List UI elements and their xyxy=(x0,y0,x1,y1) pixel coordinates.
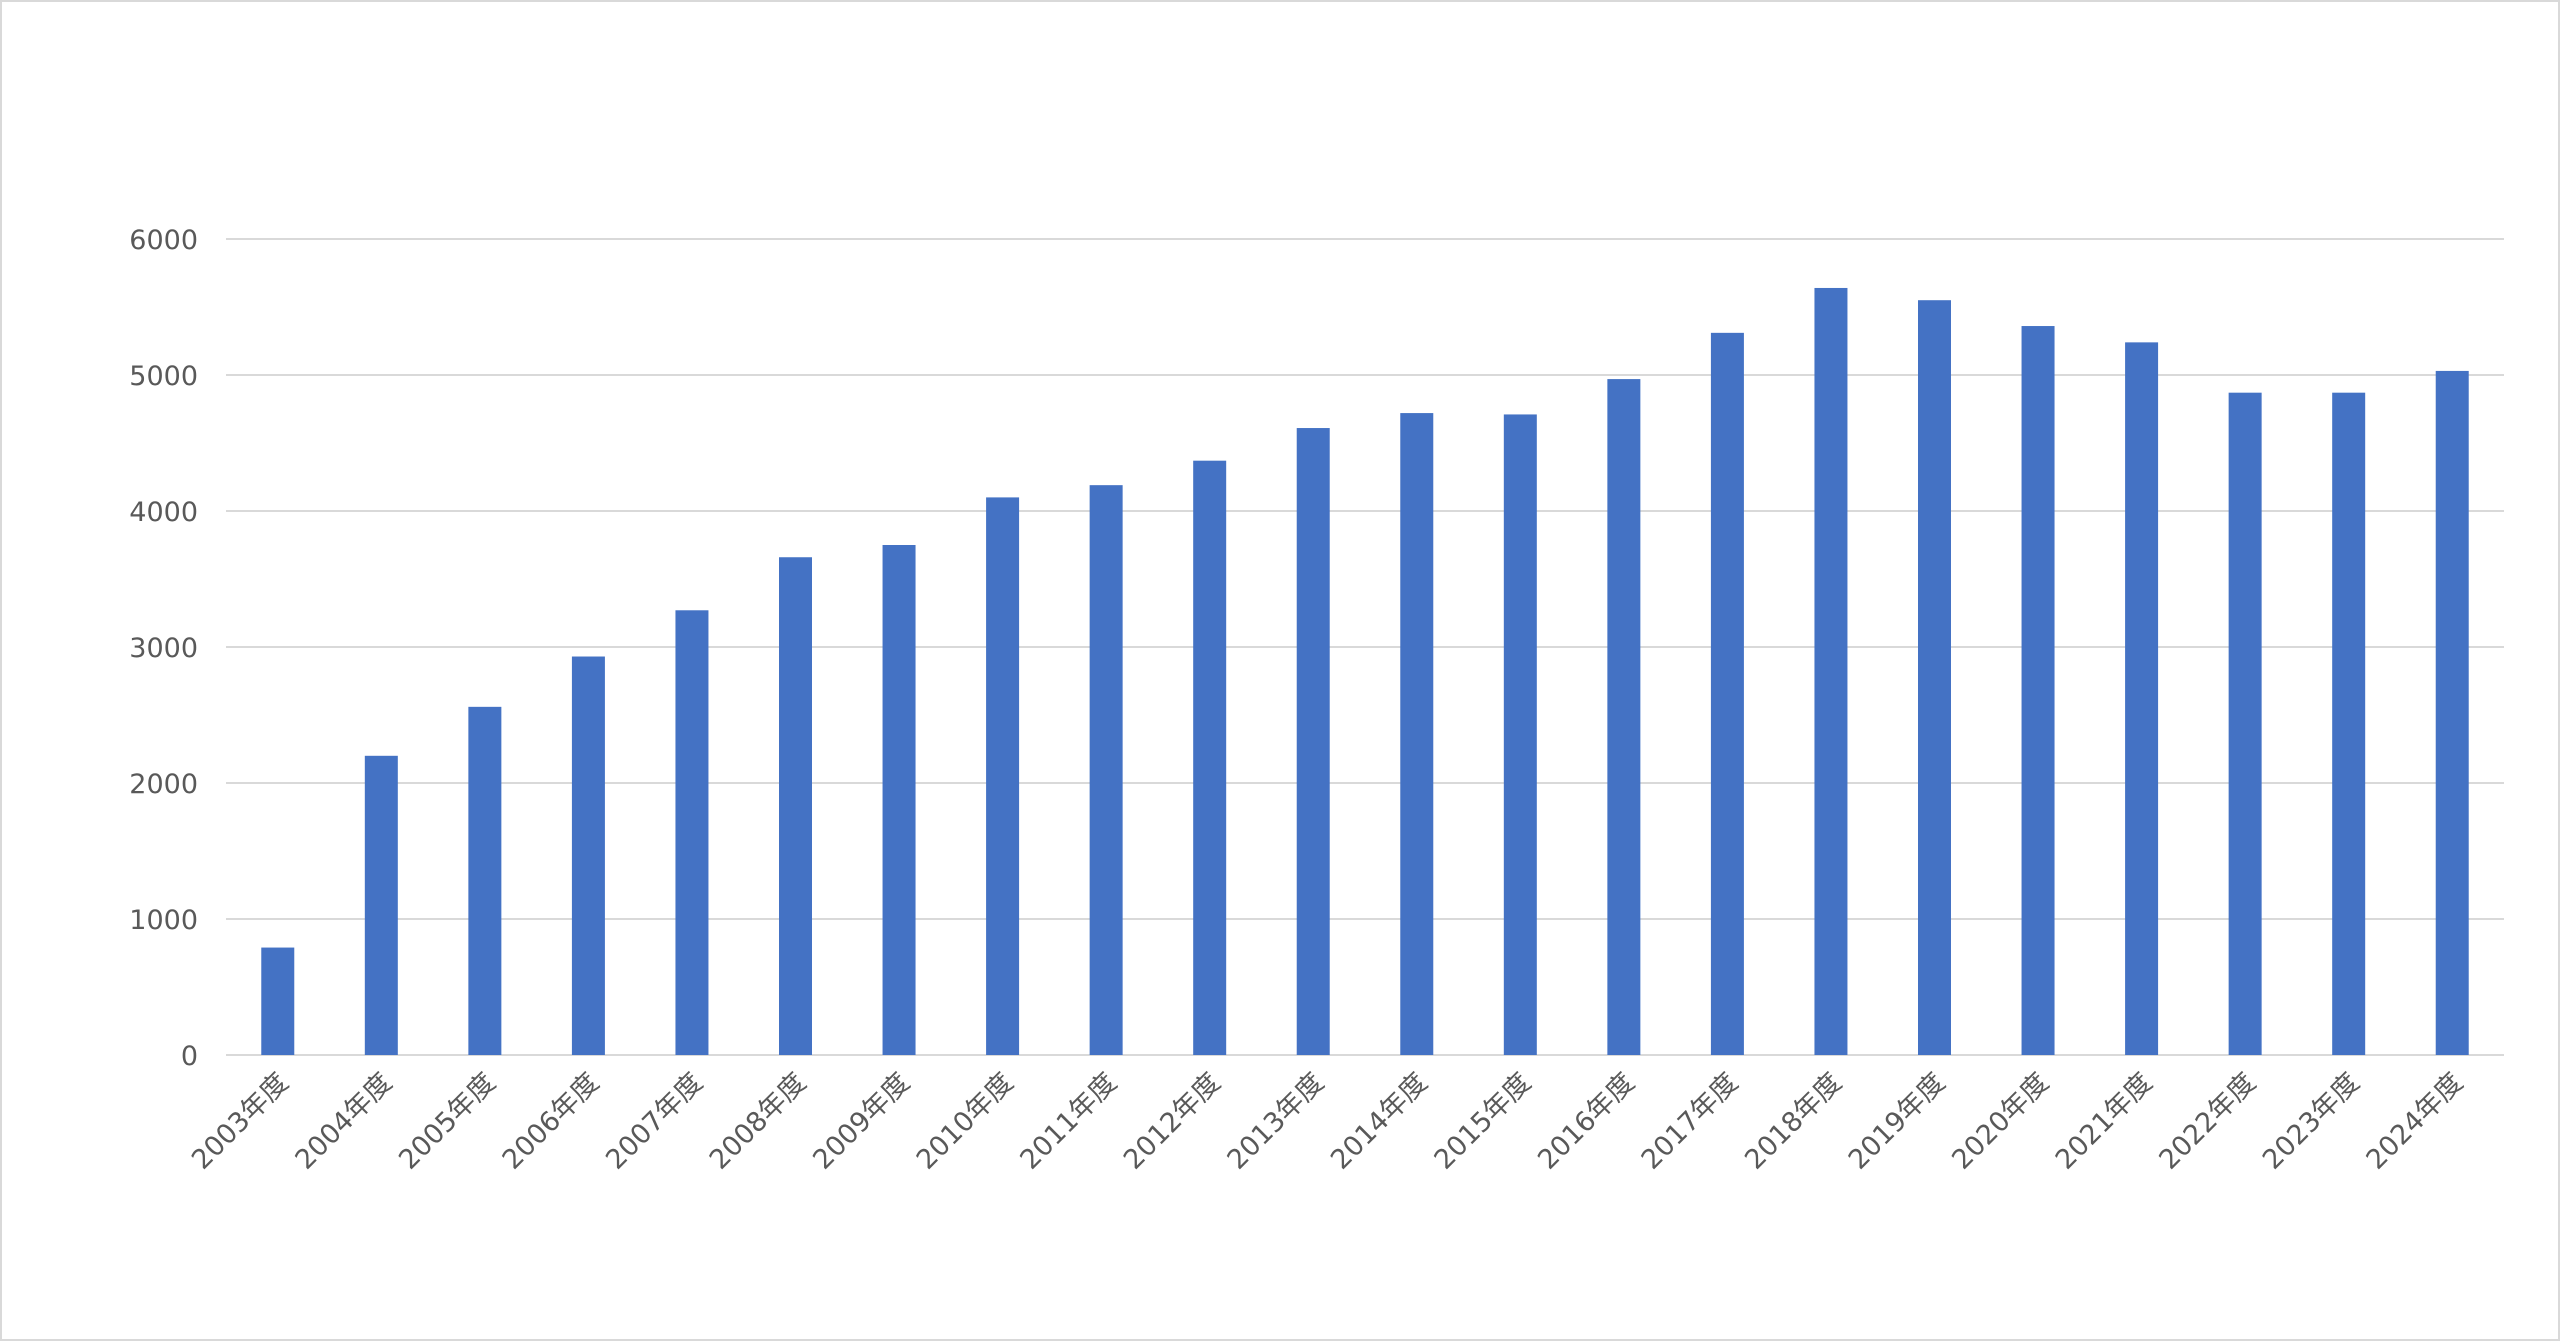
x-tick-label: 2011年度 xyxy=(1014,1067,1123,1176)
x-tick-label: 2010年度 xyxy=(911,1067,1020,1176)
x-tick-label: 2019年度 xyxy=(1843,1067,1952,1176)
x-tick-label: 2023年度 xyxy=(2257,1067,2366,1176)
y-tick-label: 5000 xyxy=(129,361,198,392)
x-tick-label: 2015年度 xyxy=(1429,1067,1538,1176)
bar xyxy=(2021,326,2055,1055)
x-tick-label: 2021年度 xyxy=(2050,1067,2159,1176)
bar xyxy=(1400,413,1434,1056)
x-tick-label: 2008年度 xyxy=(704,1067,813,1176)
y-tick-label: 6000 xyxy=(129,225,198,256)
x-tick-label: 2014年度 xyxy=(1325,1067,1434,1176)
bar xyxy=(2332,392,2366,1055)
bar xyxy=(882,545,916,1055)
x-tick-label: 2003年度 xyxy=(186,1067,295,1176)
bar xyxy=(2435,370,2469,1055)
bar xyxy=(1918,300,1951,1055)
x-tick-label: 2016年度 xyxy=(1532,1067,1641,1176)
y-tick-label: 1000 xyxy=(129,905,198,936)
bar xyxy=(1193,460,1227,1055)
y-tick-label: 4000 xyxy=(129,497,198,528)
x-tick-label: 2022年度 xyxy=(2153,1067,2262,1176)
x-tick-label: 2017年度 xyxy=(1636,1067,1745,1176)
bar xyxy=(1814,287,1848,1056)
x-tick-label: 2006年度 xyxy=(497,1067,606,1176)
x-tick-label: 2018年度 xyxy=(1739,1067,1848,1176)
bar xyxy=(261,947,295,1055)
bar xyxy=(364,755,398,1055)
bar xyxy=(1089,485,1123,1055)
x-tick-label: 2012年度 xyxy=(1118,1067,1227,1176)
bar xyxy=(986,497,1020,1055)
y-tick-label: 2000 xyxy=(129,769,198,800)
bars xyxy=(261,287,2469,1056)
x-tick-label: 2020年度 xyxy=(1946,1067,2055,1176)
bar xyxy=(468,706,502,1055)
x-tick-label: 2007年度 xyxy=(600,1067,709,1176)
bar xyxy=(1607,379,1641,1056)
y-tick-label: 3000 xyxy=(129,633,198,664)
bar xyxy=(1296,428,1330,1055)
x-tick-label: 2013年度 xyxy=(1221,1067,1330,1176)
x-tick-label: 2004年度 xyxy=(290,1067,399,1176)
y-tick-label: 0 xyxy=(181,1041,198,1072)
x-axis-tick-labels: 2003年度2004年度2005年度2006年度2007年度2008年度2009… xyxy=(186,1067,2469,1176)
bar xyxy=(1710,332,1744,1056)
gridlines xyxy=(226,238,2504,1056)
x-tick-label: 2005年度 xyxy=(393,1067,502,1176)
bar xyxy=(2228,392,2262,1055)
x-tick-label: 2009年度 xyxy=(807,1067,916,1176)
bar xyxy=(675,610,709,1055)
bar xyxy=(571,656,605,1055)
bar xyxy=(1503,414,1537,1055)
bar xyxy=(2125,342,2159,1055)
y-axis-tick-labels: 0 1000 2000 3000 4000 5000 6000 xyxy=(129,225,198,1072)
x-tick-label: 2024年度 xyxy=(2360,1067,2469,1176)
bar xyxy=(779,557,812,1055)
